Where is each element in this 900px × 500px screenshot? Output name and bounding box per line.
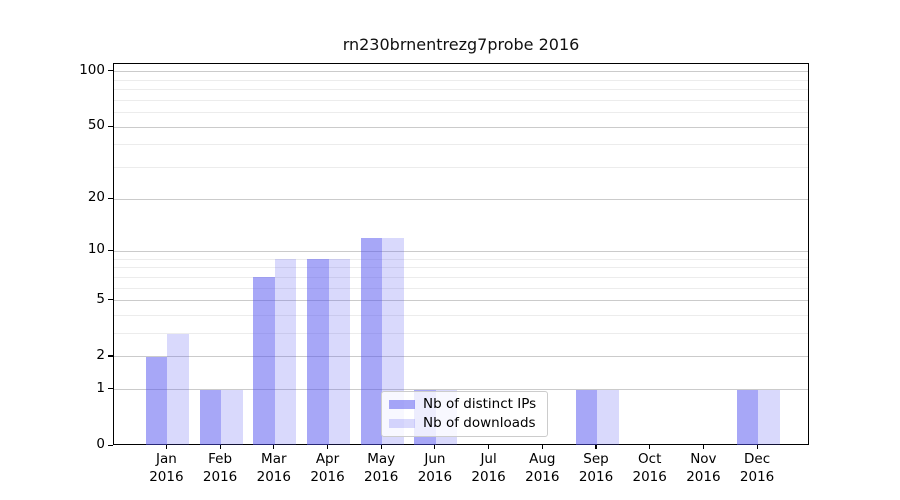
x-tick-label-dec: Dec 2016: [739, 451, 775, 485]
x-tick-mark-aug: [541, 445, 543, 449]
gridline-6: [114, 287, 808, 289]
gridline-80: [114, 88, 808, 90]
x-tick-mark-nov: [702, 445, 704, 449]
gridline-4: [114, 314, 808, 316]
y-tick-mark-20: [108, 197, 113, 199]
x-tick-mark-jan: [165, 445, 167, 449]
x-tick-label-nov: Nov 2016: [686, 451, 721, 485]
x-tick-mark-oct: [649, 445, 651, 449]
x-tick-mark-jun: [434, 445, 436, 449]
bar-may-distinct-ips: [360, 237, 383, 445]
y-tick-mark-100: [108, 70, 113, 72]
x-tick-mark-apr: [326, 445, 329, 449]
gridline-3: [114, 333, 808, 335]
y-tick-label-1: 1: [96, 379, 105, 396]
gridline-8: [114, 267, 808, 269]
gridline-30: [114, 166, 808, 168]
bar-feb-distinct-ips: [199, 389, 222, 445]
plot-area: [113, 63, 809, 445]
x-tick-mark-mar: [273, 445, 275, 449]
chart-title: rn230brnentrezg7probe 2016: [342, 35, 580, 54]
x-tick-mark-jul: [488, 445, 490, 449]
x-tick-label-aug: Aug 2016: [525, 451, 560, 485]
x-tick-mark-feb: [219, 445, 221, 449]
x-tick-mark-may: [380, 445, 382, 449]
y-tick-label-20: 20: [87, 189, 105, 205]
y-tick-label-2: 2: [96, 346, 105, 363]
bar-apr-distinct-ips: [307, 259, 329, 445]
y-tick-label-50: 50: [87, 117, 105, 134]
bar-mar-distinct-ips: [253, 277, 275, 445]
downloads-swatch: [389, 419, 415, 428]
x-tick-label-mar: Mar 2016: [256, 451, 291, 485]
gridline-1: [114, 389, 808, 391]
x-tick-label-jun: Jun 2016: [417, 451, 453, 485]
gridline-7: [114, 276, 808, 278]
y-tick-label-0: 0: [96, 436, 105, 452]
gridline-2: [114, 356, 808, 358]
legend-label-downloads: Nb of downloads: [423, 415, 536, 431]
gridline-20: [114, 198, 808, 200]
x-tick-mark-dec: [756, 445, 758, 449]
x-tick-mark-sep: [595, 445, 597, 449]
y-tick-label-10: 10: [87, 241, 105, 258]
bar-dec-distinct-ips: [736, 389, 759, 445]
bar-apr-downloads: [328, 259, 350, 445]
gridline-40: [114, 144, 808, 146]
bar-feb-downloads: [221, 389, 243, 445]
legend-item-downloads: Nb of downloads: [389, 416, 539, 431]
x-tick-label-feb: Feb 2016: [202, 451, 238, 485]
bar-jan-downloads: [167, 333, 189, 445]
distinct-ips-swatch: [389, 400, 415, 409]
legend-item-distinct-ips: Nb of distinct IPs: [389, 397, 539, 412]
y-tick-label-100: 100: [79, 61, 105, 78]
bar-mar-downloads: [274, 259, 297, 445]
gridline-60: [114, 112, 808, 113]
gridline-50: [114, 126, 808, 128]
y-tick-mark-2: [108, 355, 113, 357]
x-tick-label-jan: Jan 2016: [149, 451, 184, 485]
gridline-9: [114, 258, 808, 260]
bar-sep-distinct-ips: [575, 389, 597, 445]
gridline-90: [114, 79, 808, 81]
bar-dec-downloads: [758, 389, 780, 445]
gridline-10: [114, 250, 808, 252]
gridline-5: [114, 300, 808, 302]
legend-label-distinct-ips: Nb of distinct IPs: [423, 396, 537, 412]
gridline-100: [114, 71, 808, 73]
bar-jan-distinct-ips: [145, 356, 168, 445]
y-tick-mark-10: [108, 249, 113, 252]
x-tick-label-may: May 2016: [364, 451, 399, 485]
y-tick-mark-1: [108, 388, 113, 390]
x-tick-label-apr: Apr 2016: [310, 451, 345, 485]
y-tick-mark-0: [108, 444, 113, 446]
gridline-70: [114, 99, 808, 101]
x-tick-label-oct: Oct 2016: [632, 451, 667, 485]
x-tick-label-sep: Sep 2016: [578, 451, 614, 485]
legend: Nb of distinct IPs Nb of downloads: [381, 391, 548, 437]
y-tick-label-5: 5: [96, 290, 105, 307]
y-tick-mark-5: [108, 299, 113, 301]
y-tick-mark-50: [108, 125, 113, 127]
x-tick-label-jul: Jul 2016: [471, 451, 506, 485]
bar-sep-downloads: [597, 389, 619, 445]
